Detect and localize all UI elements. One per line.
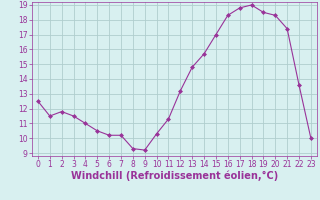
X-axis label: Windchill (Refroidissement éolien,°C): Windchill (Refroidissement éolien,°C) <box>71 171 278 181</box>
